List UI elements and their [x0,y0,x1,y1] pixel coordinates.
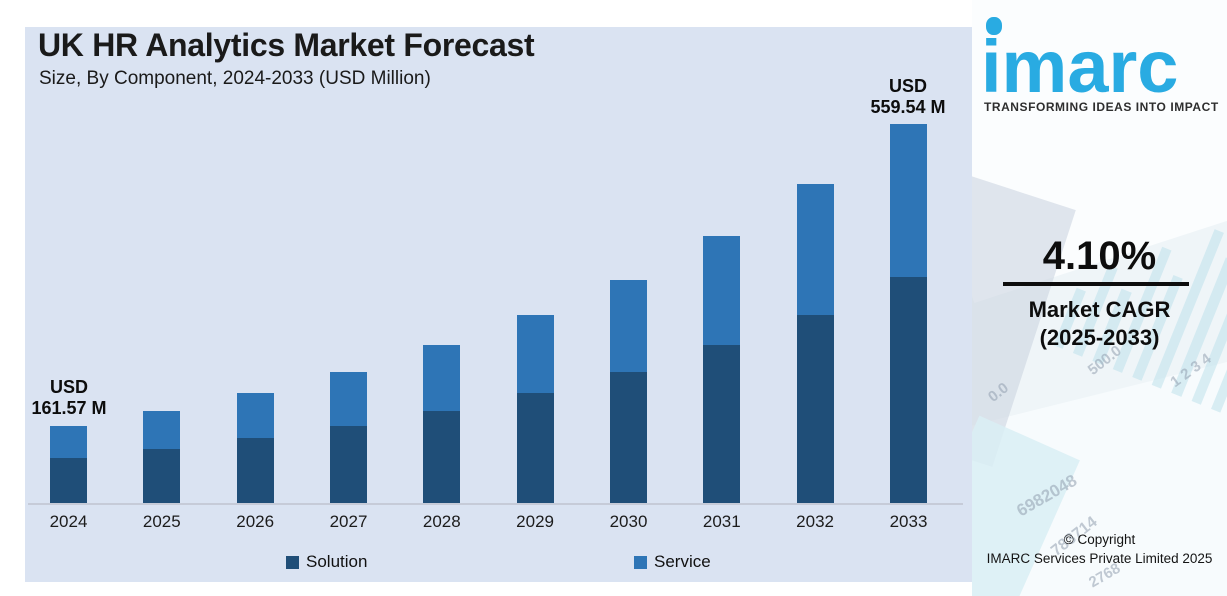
bar-2027-solution [330,426,367,503]
legend-item-service: Service [634,552,711,572]
cagr-label-line1: Market CAGR [1028,297,1171,322]
copyright-line2: IMARC Services Private Limited 2025 [986,551,1213,566]
x-axis-label-2027: 2027 [329,512,368,531]
bar-2027-service [330,372,367,426]
bar-2029-service [516,315,554,393]
bar-2024-service [50,426,87,458]
x-axis-label-2024: 2024 [49,512,88,531]
x-axis-label-2030: 2030 [609,512,648,531]
imarc-logo: imarc [981,25,1179,108]
bar-2033-solution [890,277,927,503]
copyright-notice: © Copyright IMARC Services Private Limit… [972,530,1227,568]
bar-2032-service [796,184,834,315]
cagr-divider-line [1003,282,1189,286]
annotation-2024-line1: USD [49,377,88,397]
page-subtitle: Size, By Component, 2024-2033 (USD Milli… [39,68,431,89]
x-axis-label-2025: 2025 [142,512,181,531]
chart-plot-area: 2024 2025 2026 2027 2028 2029 2030 2031 2032 2033… [25,27,972,582]
bar-2025-service [143,411,181,449]
x-axis-label-2033: 2033 [889,512,928,531]
bar-2026-solution [236,438,274,503]
bar-2033-service [890,124,927,277]
x-axis-label-2031: 2031 [702,512,741,531]
bar-2032-solution [796,315,834,503]
bar-2030-solution [610,372,647,503]
x-axis-label-2029: 2029 [516,512,554,531]
bar-2026-service [236,393,274,438]
bar-2028-service [423,345,461,411]
x-axis-line [28,503,963,505]
imarc-tagline: TRANSFORMING IDEAS INTO IMPACT [984,100,1219,114]
bar-2028-solution [423,411,461,503]
legend-swatch-solution [286,555,299,569]
bar-2025-solution [143,449,181,503]
page-title: UK HR Analytics Market Forecast [38,27,535,63]
annotation-2024-line2: 161.57 M [31,398,107,418]
annotation-2033-value: USD 559.54 M [843,76,973,118]
legend-item-solution: Solution [286,552,367,572]
imarc-logo-dot-icon [986,17,1002,35]
cagr-value: 4.10% [1042,234,1157,278]
x-axis-label-2028: 2028 [422,512,461,531]
annotation-2033-line2: 559.54 M [870,97,946,117]
x-axis-label-2032: 2032 [796,512,834,531]
brand-panel: 500.0 0.0 1 2 3 4 6982048 783714 2768 imarc T… [972,0,1227,596]
bar-2024-solution [50,458,87,503]
cagr-label-line2: (2025-2033) [1039,325,1160,350]
legend-swatch-service [634,555,647,569]
annotation-2033-line1: USD [888,76,927,96]
annotation-2024-value: USD 161.57 M [4,377,134,419]
chart-card: UK HR Analytics Market Forecast Size, By… [25,27,972,582]
bar-2029-solution [516,393,554,503]
x-axis-label-2026: 2026 [236,512,275,531]
bar-2031-solution [703,345,741,503]
bar-2031-service [703,236,741,345]
bar-2030-service [610,280,647,372]
legend-label-solution: Solution [306,552,368,571]
copyright-line1: © Copyright [1063,532,1136,547]
legend-label-service: Service [654,552,711,571]
